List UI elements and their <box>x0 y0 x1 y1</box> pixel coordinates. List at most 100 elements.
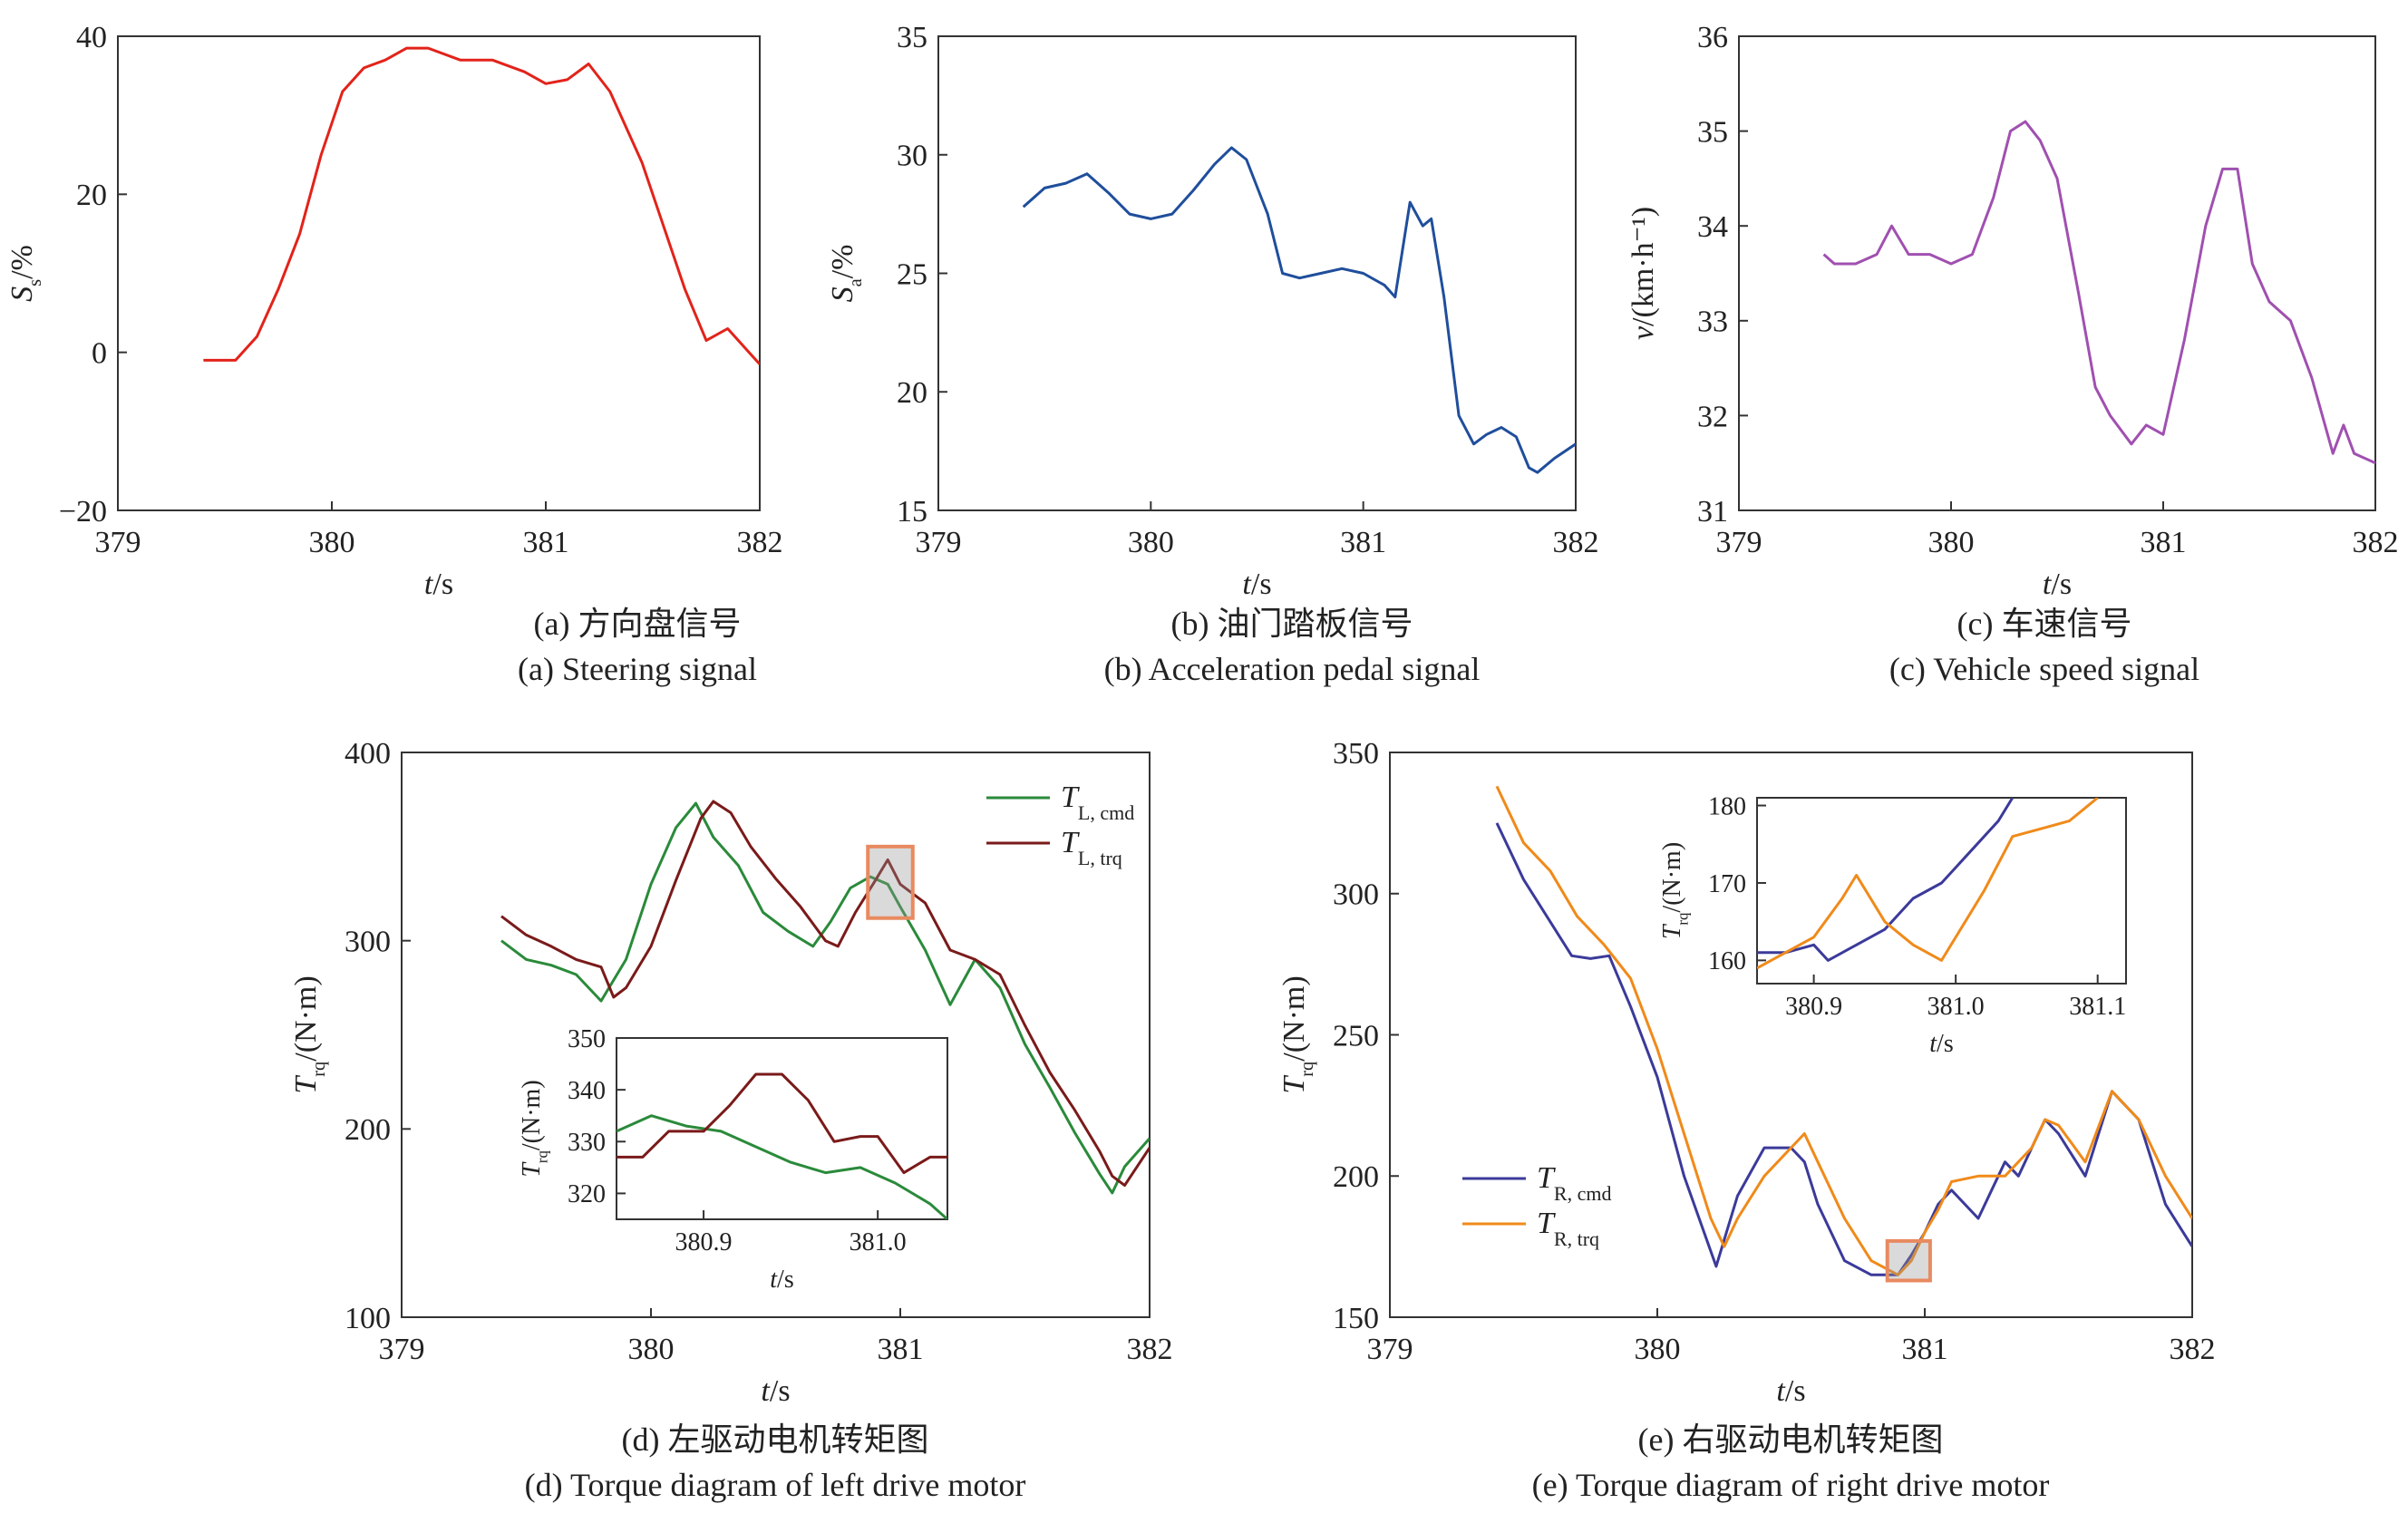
panel-d-inset-bg <box>617 1038 947 1219</box>
panel-c-caption-en: (c) Vehicle speed signal <box>1889 651 2199 687</box>
panel-d-caption-cn: (d) 左驱动电机转矩图 <box>622 1421 929 1458</box>
panel-c-ytick-label: 36 <box>1697 21 1728 54</box>
panel-a-xlabel: t/s <box>424 567 453 601</box>
panel-d-series-1 <box>500 800 1150 1188</box>
panel-c-xtick-label: 381 <box>2141 526 2187 559</box>
panel-e-inset-ylabel: Trq/(N·m) <box>1658 842 1691 939</box>
panel-e-ytick-label: 300 <box>1333 878 1379 912</box>
panel-e-ytick-label: 250 <box>1333 1019 1379 1053</box>
panel-d-inset-ylabel-text: Trq/(N·m) <box>518 1080 550 1177</box>
panel-a-xtick-label: 381 <box>523 526 569 559</box>
panel-e-series-1 <box>1495 785 2192 1276</box>
panel-d-inset-xtick-label: 380.9 <box>675 1228 733 1256</box>
panel-d-ytick-label: 300 <box>345 926 391 959</box>
panel-d-xlabel: t/s <box>761 1374 790 1408</box>
panel-a-ylabel-text: Ss/% <box>5 245 45 302</box>
panel-c-caption-cn: (c) 车速信号 <box>1957 606 2132 642</box>
panel-a-xtick-label: 379 <box>95 526 141 559</box>
panel-e-inset-series-1 <box>1757 798 2099 970</box>
panel-a-ytick-label: −20 <box>59 495 107 529</box>
panel-e-inset-xtick-label: 381.0 <box>1927 993 1985 1021</box>
panel-a-ylabel: Ss/% <box>5 245 45 302</box>
panel-c-ytick-label: 31 <box>1697 495 1728 529</box>
panel-b-ytick-label: 15 <box>897 495 927 529</box>
panel-e-inset-ytick-label: 160 <box>1708 947 1746 975</box>
panel-b-caption-en: (b) Acceleration pedal signal <box>1104 651 1481 687</box>
panel-e-inset: 380.9 381.0 381.1 160 170 180 t/s Trq/(N·m) <box>1658 792 2127 1058</box>
panel-d-inset-ytick-label: 320 <box>568 1180 606 1208</box>
panel-d-inset-ylabel: Trq/(N·m) <box>518 1080 550 1177</box>
panel-e-inset-bg <box>1757 798 2126 984</box>
panel-b-ylabel-text: Sa/% <box>826 245 866 303</box>
panel-b-ytick-label: 20 <box>897 376 927 410</box>
panel-d-inset: 380.9 381.0 320 330 340 350 t/s Trq/(N·m) <box>518 1025 948 1294</box>
panel-c-xlabel: t/s <box>2043 567 2072 601</box>
panel-d-ytick-label: 400 <box>345 737 391 771</box>
panel-b-xlabel: t/s <box>1242 567 1271 601</box>
panel-e-xtick-label: 382 <box>2170 1333 2216 1366</box>
panel-d-caption-en: (d) Torque diagram of left drive motor <box>525 1467 1026 1503</box>
panel-e-legend-label-1: TR, trq <box>1537 1207 1599 1250</box>
panel-d-inset-xlabel: t/s <box>770 1266 793 1294</box>
panel-e-xtick-label: 380 <box>1635 1333 1681 1366</box>
panel-e-caption-cn: (e) 右驱动电机转矩图 <box>1638 1421 1944 1458</box>
panel-d-frame <box>401 752 1151 1318</box>
panel-e-zoom-box <box>1885 1238 1932 1283</box>
panel-a-ytick-label: 40 <box>76 21 107 54</box>
panel-c-ytick-label: 32 <box>1697 400 1728 433</box>
panel-e-inset-frame <box>1756 797 2127 985</box>
panel-a: 379 380 381 382 −20 0 20 40 t/s Ss/% (a) 方向盘信号 (a) … <box>5 21 783 687</box>
panel-b-xtick-label: 380 <box>1128 526 1174 559</box>
panel-b-ytick-label: 30 <box>897 140 927 173</box>
panel-d-ytick-label: 200 <box>345 1113 391 1147</box>
panel-e-legend-label-0: TR, cmd <box>1537 1161 1611 1205</box>
panel-a-ytick-label: 20 <box>76 179 107 212</box>
panel-a-caption-en: (a) Steering signal <box>518 651 757 687</box>
panel-a-caption-cn: (a) 方向盘信号 <box>534 606 742 642</box>
panel-e-inset-ytick-label: 180 <box>1708 792 1746 820</box>
panel-d-legend-label-0: TL, cmd <box>1061 781 1134 824</box>
panel-e-ylabel-text: Trq/(N·m) <box>1277 975 1317 1093</box>
panel-d-inset-series-1 <box>617 1072 947 1175</box>
panel-c-xtick-label: 380 <box>1928 526 1975 559</box>
panel-c-ytick-label: 33 <box>1697 306 1728 339</box>
panel-d-inset-frame <box>616 1037 948 1220</box>
panel-b-xtick-label: 381 <box>1340 526 1386 559</box>
panel-a-ytick-label: 0 <box>92 337 107 371</box>
panel-d-ytick-label: 100 <box>345 1302 391 1335</box>
panel-a-xtick-label: 380 <box>309 526 355 559</box>
panel-d-ylabel: Trq/(N·m) <box>289 975 329 1093</box>
panel-d-inset-ytick-label: 350 <box>568 1025 606 1053</box>
panel-b-xtick-label: 379 <box>916 526 962 559</box>
panel-d-inset-series-0 <box>617 1114 947 1219</box>
panel-e-inset-xlabel: t/s <box>1929 1030 1953 1058</box>
panel-e-caption-en: (e) Torque diagram of right drive motor <box>1532 1467 2050 1503</box>
panel-b-series-0 <box>1022 146 1576 474</box>
panel-d-legend-label-1: TL, trq <box>1061 826 1122 869</box>
panel-d-xtick-label: 382 <box>1127 1333 1173 1366</box>
panel-b-ytick-label: 25 <box>897 257 927 291</box>
panel-b: 379 380 381 382 15 20 25 30 35 t/s Sa/% (b) 油门踏板信号 (… <box>826 21 1599 687</box>
panel-e-inset-xtick-label: 381.1 <box>2069 993 2126 1021</box>
panel-d-zoom-box <box>866 844 915 920</box>
panel-e-xtick-label: 379 <box>1367 1333 1413 1366</box>
panel-c-ytick-label: 35 <box>1697 116 1728 150</box>
panel-e-ytick-label: 350 <box>1333 737 1379 771</box>
panel-d-xtick-label: 379 <box>379 1333 425 1366</box>
panel-e-inset-ylabel-text: Trq/(N·m) <box>1658 842 1691 939</box>
panel-c-ytick-label: 34 <box>1697 210 1728 244</box>
panel-c-xtick-label: 382 <box>2353 526 2399 559</box>
panel-d-xtick-label: 380 <box>628 1333 675 1366</box>
panel-d-inset-ytick-label: 340 <box>568 1077 606 1105</box>
panel-e-inset-ytick-label: 170 <box>1708 870 1746 898</box>
panel-d-series-0 <box>500 801 1150 1195</box>
panel-c-ylabel: v/(km·h⁻¹) <box>1626 207 1660 340</box>
panel-e-inset-series-0 <box>1757 798 2015 962</box>
panel-e-inset-xtick-label: 380.9 <box>1785 993 1842 1021</box>
panel-e-xtick-label: 381 <box>1902 1333 1948 1366</box>
panel-e-xlabel: t/s <box>1776 1374 1805 1408</box>
panel-a-frame <box>117 35 761 511</box>
panel-e-ytick-label: 150 <box>1333 1302 1379 1335</box>
panel-d-ylabel-text: Trq/(N·m) <box>289 975 329 1093</box>
panel-c-frame <box>1738 35 2376 511</box>
